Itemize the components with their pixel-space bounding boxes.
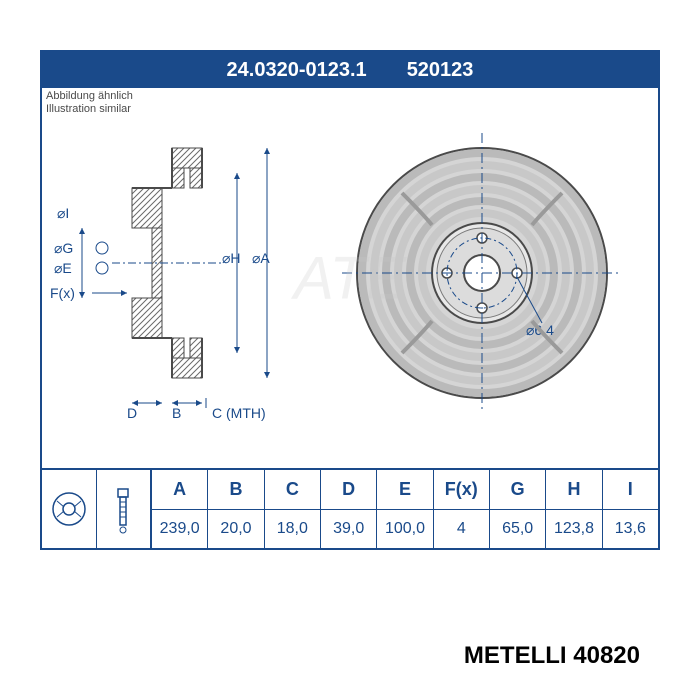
label-phi-A: ⌀A	[252, 250, 270, 266]
val-B: 20,0	[208, 510, 264, 549]
footer-brand: METELLI	[464, 642, 567, 669]
val-I: 13,6	[603, 510, 658, 549]
header-bar: 24.0320-0123.1 520123	[42, 52, 658, 88]
col-F: F(x)	[434, 470, 490, 509]
val-F: 4	[434, 510, 490, 549]
bolt-icon	[97, 470, 151, 548]
table-icons	[42, 470, 152, 548]
part-number-1: 24.0320-0123.1	[227, 59, 367, 82]
label-F: F(x)	[50, 285, 75, 301]
spec-table: A B C D E F(x) G H I 239,0 20,0 18,0 39,…	[42, 468, 658, 548]
table-data: A B C D E F(x) G H I 239,0 20,0 18,0 39,…	[152, 470, 658, 548]
drawing-area: ATE	[42, 88, 658, 468]
col-G: G	[490, 470, 546, 509]
val-H: 123,8	[546, 510, 602, 549]
col-A: A	[152, 470, 208, 509]
col-I: I	[603, 470, 658, 509]
val-C: 18,0	[265, 510, 321, 549]
val-G: 65,0	[490, 510, 546, 549]
label-C: C (MTH)	[212, 405, 266, 421]
diagram-container: 24.0320-0123.1 520123 Abbildung ähnlich …	[40, 50, 660, 550]
side-view: ⌀I ⌀G ⌀E F(x) ⌀H ⌀A	[50, 148, 270, 421]
label-D: D	[127, 405, 137, 421]
footer-code: 40820	[573, 642, 640, 669]
footer-label: METELLI 40820	[464, 642, 640, 670]
col-D: D	[321, 470, 377, 509]
table-header-row: A B C D E F(x) G H I	[152, 470, 658, 510]
technical-drawing: ⌀I ⌀G ⌀E F(x) ⌀H ⌀A	[42, 88, 662, 468]
col-E: E	[377, 470, 433, 509]
table-value-row: 239,0 20,0 18,0 39,0 100,0 4 65,0 123,8 …	[152, 510, 658, 549]
label-B: B	[172, 405, 181, 421]
label-phi-G: ⌀G	[54, 240, 73, 256]
col-B: B	[208, 470, 264, 509]
col-H: H	[546, 470, 602, 509]
label-phi-H: ⌀H	[222, 250, 241, 266]
label-phi-I: ⌀I	[57, 205, 69, 221]
val-A: 239,0	[152, 510, 208, 549]
face-view: ⌀6,4	[342, 133, 622, 413]
val-E: 100,0	[377, 510, 433, 549]
col-C: C	[265, 470, 321, 509]
part-number-2: 520123	[407, 59, 474, 82]
label-phi-E: ⌀E	[54, 260, 72, 276]
disc-icon	[42, 470, 97, 548]
val-D: 39,0	[321, 510, 377, 549]
